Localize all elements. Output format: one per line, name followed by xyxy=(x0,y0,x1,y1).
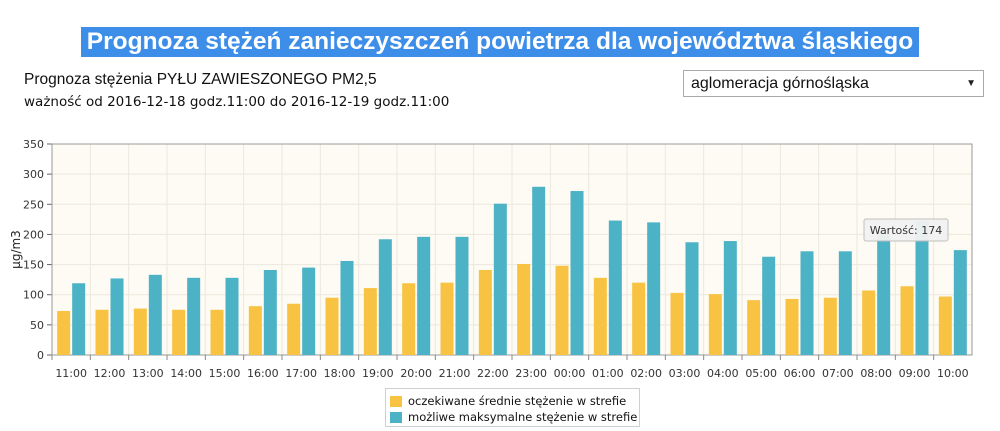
bar-avg xyxy=(133,308,147,355)
bar-avg xyxy=(747,300,761,355)
title-container: Prognoza stężeń zanieczyszczeń powietrza… xyxy=(0,27,1000,57)
bar-avg xyxy=(900,286,914,355)
bar-avg xyxy=(95,309,109,355)
y-axis-label: μg/m3 xyxy=(9,230,23,269)
bar-max xyxy=(685,242,699,355)
bar-avg xyxy=(287,303,301,355)
tooltip-box xyxy=(863,218,949,242)
bar-max xyxy=(647,222,661,355)
x-tick-label: 07:00 xyxy=(822,367,854,380)
x-tick-label: 21:00 xyxy=(439,367,471,380)
bar-avg xyxy=(210,309,224,355)
bar-avg xyxy=(402,283,416,355)
bar-avg xyxy=(248,306,262,355)
x-tick-label: 08:00 xyxy=(860,367,892,380)
bar-max xyxy=(187,277,201,355)
bar-avg xyxy=(325,297,339,355)
y-tick-label: 150 xyxy=(23,259,44,272)
bar-max xyxy=(838,251,852,355)
bar-max xyxy=(302,267,316,355)
bar-avg xyxy=(823,297,837,355)
x-tick-label: 11:00 xyxy=(55,367,87,380)
tooltip-text: Wartość: 174 xyxy=(870,224,942,237)
bar-max xyxy=(72,283,86,355)
legend: oczekiwane średnie stężenie w strefie mo… xyxy=(385,388,640,427)
bar-max xyxy=(225,277,239,355)
x-tick-label: 04:00 xyxy=(707,367,739,380)
legend-swatch-max xyxy=(390,411,402,423)
bar-max xyxy=(148,274,162,355)
x-tick-label: 01:00 xyxy=(592,367,624,380)
x-tick-label: 10:00 xyxy=(937,367,969,380)
y-tick-label: 50 xyxy=(30,319,44,332)
bar-max xyxy=(378,239,392,355)
zone-select[interactable]: aglomeracja górnośląska ▼ xyxy=(683,70,984,97)
x-tick-label: 14:00 xyxy=(170,367,202,380)
bar-max xyxy=(263,269,277,355)
bar-max xyxy=(608,220,622,355)
bar-avg xyxy=(57,310,71,355)
bar-avg xyxy=(440,282,454,355)
legend-label-avg: oczekiwane średnie stężenie w strefie xyxy=(408,394,627,408)
bar-avg xyxy=(478,269,492,355)
x-tick-label: 18:00 xyxy=(324,367,356,380)
y-tick-label: 300 xyxy=(23,168,44,181)
x-tick-label: 02:00 xyxy=(630,367,662,380)
bar-avg xyxy=(938,296,952,355)
x-tick-label: 09:00 xyxy=(899,367,931,380)
bar-avg xyxy=(172,309,186,355)
bar-max xyxy=(532,186,546,355)
bar-max xyxy=(340,260,354,355)
chart: 0 50 100 150 200 250 300 350 μg/m3 11:00 12:00 13:0… xyxy=(9,138,973,380)
bar-avg xyxy=(363,288,377,355)
y-tick-label: 100 xyxy=(23,289,44,302)
y-tick-label: 200 xyxy=(23,228,44,241)
x-tick-label: 00:00 xyxy=(554,367,586,380)
x-tick-label: 23:00 xyxy=(515,367,547,380)
bar-max xyxy=(570,191,584,355)
bar-avg xyxy=(593,277,607,355)
legend-label-max: możliwe maksymalne stężenie w strefie xyxy=(408,410,638,424)
x-tick-label: 17:00 xyxy=(285,367,317,380)
x-tick-label: 03:00 xyxy=(669,367,701,380)
bar-avg xyxy=(708,294,722,355)
bar-max xyxy=(915,221,929,355)
y-tick-label: 0 xyxy=(37,349,44,362)
x-tick-label: 12:00 xyxy=(94,367,126,380)
x-tick-label: 22:00 xyxy=(477,367,509,380)
bar-avg xyxy=(555,265,569,355)
bar-max xyxy=(877,234,891,355)
x-tick-label: 06:00 xyxy=(784,367,816,380)
x-tick-label: 16:00 xyxy=(247,367,279,380)
y-tick-label: 250 xyxy=(23,198,44,211)
bar-max xyxy=(493,203,507,355)
bar-max xyxy=(417,236,431,355)
legend-item-max[interactable]: możliwe maksymalne stężenie w strefie xyxy=(386,409,639,425)
legend-item-avg[interactable]: oczekiwane średnie stężenie w strefie xyxy=(386,393,639,409)
bar-avg xyxy=(517,263,531,355)
pollutant-subtitle: Prognoza stężenia PYŁU ZAWIESZONEGO PM2,… xyxy=(24,71,377,88)
bar-avg xyxy=(670,292,684,355)
x-tick-label: 15:00 xyxy=(209,367,241,380)
zone-select-value: aglomeracja górnośląska xyxy=(691,75,869,92)
x-tick-label: 05:00 xyxy=(745,367,777,380)
bar-max xyxy=(953,250,967,355)
x-tick-label: 20:00 xyxy=(400,367,432,380)
legend-swatch-avg xyxy=(390,395,402,407)
bar-max xyxy=(455,236,469,355)
bar-max xyxy=(723,241,737,355)
y-tick-label: 350 xyxy=(23,138,44,151)
validity-text: ważność od 2016-12-18 godz.11:00 do 2016… xyxy=(24,94,450,110)
x-tick-label: 19:00 xyxy=(362,367,394,380)
bar-max xyxy=(800,251,814,355)
bar-avg xyxy=(862,290,876,355)
page-title: Prognoza stężeń zanieczyszczeń powietrza… xyxy=(80,27,920,57)
bar-max xyxy=(110,278,124,355)
bar-max xyxy=(762,256,776,355)
chevron-down-icon: ▼ xyxy=(966,78,976,89)
tooltip: Wartość: 174 xyxy=(863,218,949,242)
bar-avg xyxy=(785,298,799,355)
x-tick-label: 13:00 xyxy=(132,367,164,380)
bar-avg xyxy=(632,282,646,355)
